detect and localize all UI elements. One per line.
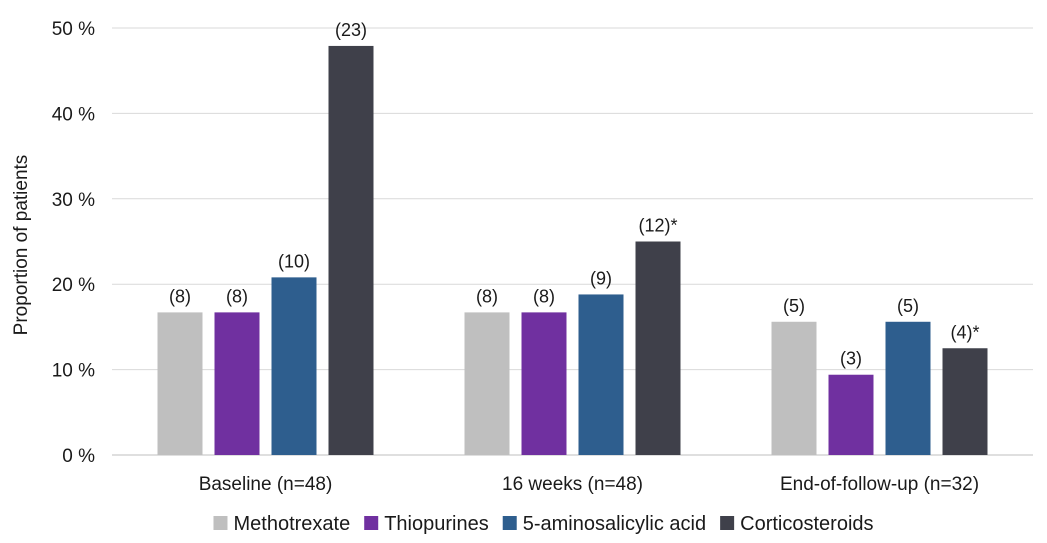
y-tick-label: 30 % <box>52 190 95 211</box>
y-tick-label: 20 % <box>52 275 95 296</box>
data-label: (8) <box>169 286 191 306</box>
data-label: (8) <box>226 286 248 306</box>
legend-label: Methotrexate <box>233 513 350 535</box>
legend-item: 5-aminosalicylic acid <box>502 513 706 535</box>
category-label: Baseline (n=48) <box>199 474 333 495</box>
category-label: End-of-follow-up (n=32) <box>780 474 979 495</box>
legend-swatch <box>213 516 228 530</box>
data-label: (9) <box>590 268 612 288</box>
data-label: (4)* <box>950 322 979 342</box>
legend-swatch <box>720 516 735 530</box>
data-label: (10) <box>278 251 310 271</box>
legend-swatch <box>502 516 517 530</box>
y-axis-ticks: 0 % 10 % 20 % 30 % 40 % 50 % <box>52 19 95 467</box>
bar <box>521 312 567 455</box>
x-axis-categories: Baseline (n=48) 16 weeks (n=48) End-of-fol… <box>199 474 979 495</box>
bar <box>157 312 203 455</box>
bar <box>464 312 510 455</box>
legend-label: Corticosteroids <box>740 513 873 535</box>
y-axis-title: Proportion of patients <box>11 155 32 336</box>
y-tick-label: 50 % <box>52 19 95 40</box>
data-label: (8) <box>533 286 555 306</box>
data-label: (5) <box>783 296 805 316</box>
bar <box>328 45 374 456</box>
data-label: (5) <box>897 296 919 316</box>
legend-item: Corticosteroids <box>720 513 874 535</box>
data-label: (12)* <box>638 216 677 236</box>
legend-item: Methotrexate <box>213 513 350 535</box>
data-label: (3) <box>840 349 862 369</box>
gridlines <box>112 27 1033 456</box>
data-label: (8) <box>476 286 498 306</box>
legend-swatch <box>364 516 379 530</box>
y-tick-label: 10 % <box>52 361 95 382</box>
data-label: (23) <box>335 20 367 40</box>
legend-label: 5-aminosalicylic acid <box>523 513 706 535</box>
y-tick-label: 40 % <box>52 104 95 125</box>
data-labels: (8) (8) (10) (23) (8) (8) (9) (12)* (5) (3) (5) (4)… <box>169 20 980 369</box>
bar <box>885 321 931 455</box>
y-tick-label: 0 % <box>62 446 95 467</box>
bar <box>828 374 874 455</box>
bar <box>635 241 681 455</box>
bar <box>578 294 624 455</box>
bar <box>942 348 988 455</box>
bar <box>771 321 817 455</box>
bars <box>157 45 988 456</box>
legend-label: Thiopurines <box>384 513 489 535</box>
legend: Methotrexate Thiopurines 5-aminosalicylic … <box>213 513 874 535</box>
category-label: 16 weeks (n=48) <box>502 474 643 495</box>
bar <box>271 277 317 455</box>
bar <box>214 312 260 455</box>
legend-item: Thiopurines <box>364 513 489 535</box>
